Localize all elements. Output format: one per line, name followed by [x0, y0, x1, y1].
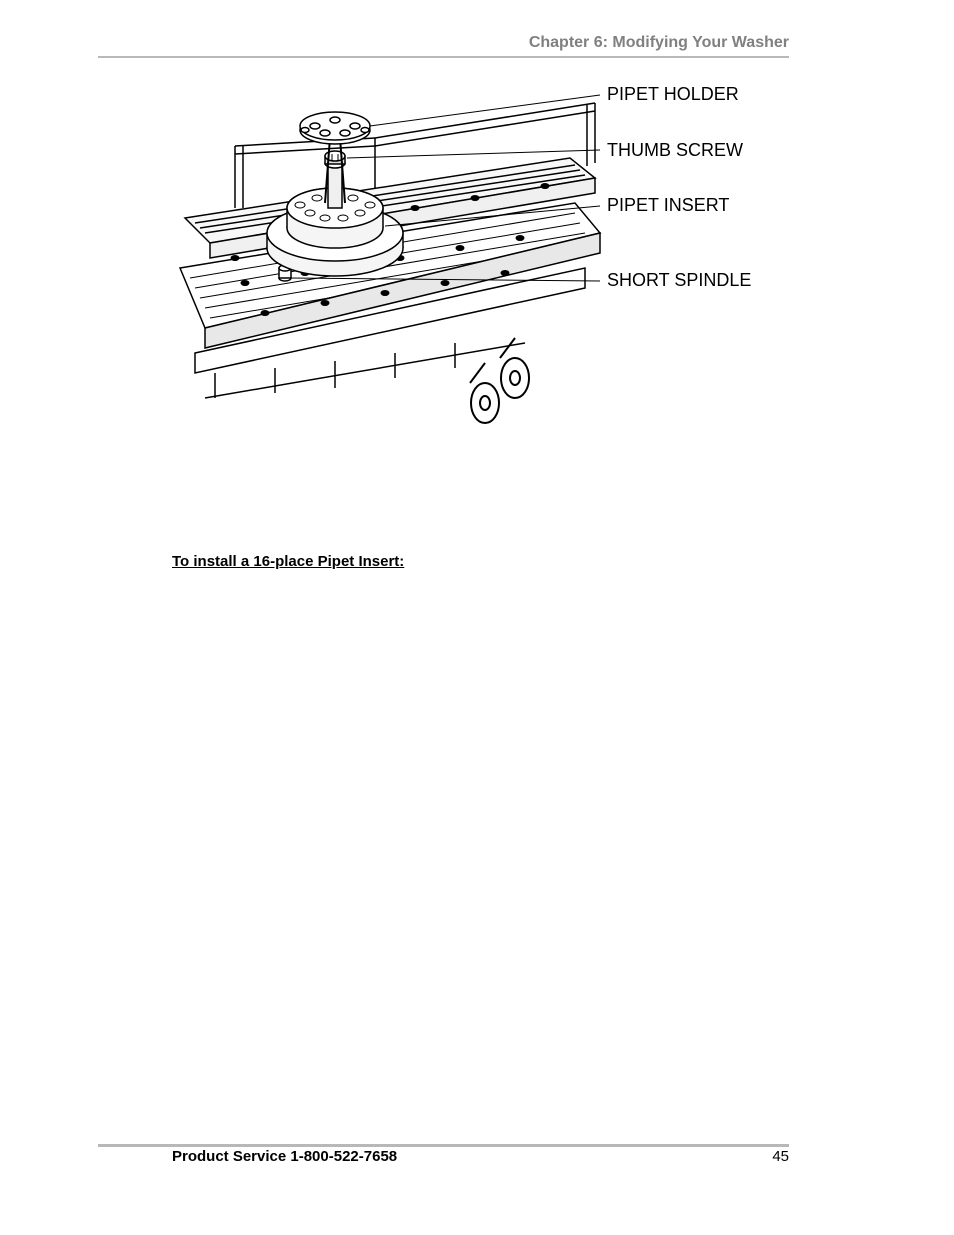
- technical-diagram: PIPET HOLDER THUMB SCREW PIPET INSERT SH…: [175, 78, 755, 438]
- label-thumb-screw: THUMB SCREW: [607, 140, 743, 160]
- chapter-header: Chapter 6: Modifying Your Washer: [529, 34, 789, 52]
- page-number: 45: [772, 1148, 789, 1165]
- label-pipet-holder: PIPET HOLDER: [607, 84, 739, 104]
- leader-line: [347, 150, 600, 158]
- leader-line: [370, 95, 600, 126]
- footer-divider: [98, 1144, 789, 1147]
- label-short-spindle: SHORT SPINDLE: [607, 270, 751, 290]
- pipet-insert-diagram: PIPET HOLDER THUMB SCREW PIPET INSERT SH…: [175, 78, 755, 438]
- section-heading: To install a 16-place Pipet Insert:: [172, 553, 404, 570]
- header-divider: [98, 56, 789, 58]
- label-pipet-insert: PIPET INSERT: [607, 195, 729, 215]
- footer-service-text: Product Service 1-800-522-7658: [172, 1148, 397, 1165]
